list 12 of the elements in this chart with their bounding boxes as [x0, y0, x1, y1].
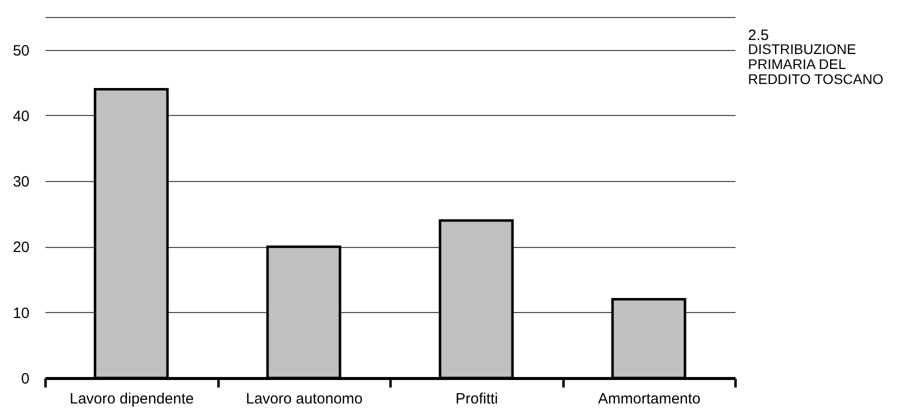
- x-tick-label: Lavoro dipendente: [70, 390, 194, 408]
- y-tick-label: 50: [12, 42, 30, 60]
- x-tick-label: Ammortamento: [598, 390, 701, 408]
- text: DISTRIBUZIONE PRIMARIA DEL REDDITO TOSCANO: [748, 41, 884, 87]
- x-tick-label: Profitti: [455, 390, 498, 408]
- y-tick-label: 30: [12, 174, 30, 191]
- y-tick-label: 0: [21, 370, 30, 388]
- x-tick-label: Lavoro autonomo: [246, 390, 363, 408]
- y-tick-label: 10: [12, 304, 30, 322]
- y-tick-label: 40: [12, 108, 30, 125]
- y-tick-label: 20: [12, 239, 30, 256]
- text: 2.5: [748, 27, 769, 44]
